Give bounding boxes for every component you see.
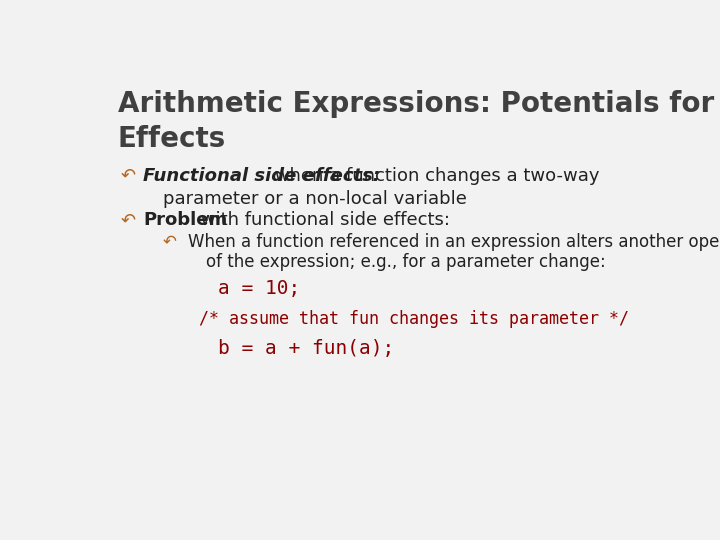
Text: Problem: Problem [143, 211, 228, 229]
Text: Effects: Effects [118, 125, 226, 153]
Text: ↶: ↶ [163, 233, 176, 251]
Text: Functional side effects:: Functional side effects: [143, 167, 380, 185]
Text: ↶: ↶ [121, 167, 136, 185]
Text: b = a + fun(a);: b = a + fun(a); [218, 339, 395, 358]
Text: /* assume that fun changes its parameter */: /* assume that fun changes its parameter… [199, 310, 629, 328]
FancyBboxPatch shape [84, 60, 654, 485]
Text: ↶: ↶ [121, 211, 136, 229]
Text: parameter or a non-local variable: parameter or a non-local variable [163, 190, 467, 207]
Text: of the expression; e.g., for a parameter change:: of the expression; e.g., for a parameter… [206, 253, 606, 271]
Text: when a function changes a two-way: when a function changes a two-way [269, 167, 599, 185]
Text: When a function referenced in an expression alters another operand: When a function referenced in an express… [188, 233, 720, 251]
Text: with functional side effects:: with functional side effects: [195, 211, 450, 229]
Text: Arithmetic Expressions: Potentials for Side: Arithmetic Expressions: Potentials for S… [118, 90, 720, 118]
Text: a = 10;: a = 10; [218, 279, 300, 298]
